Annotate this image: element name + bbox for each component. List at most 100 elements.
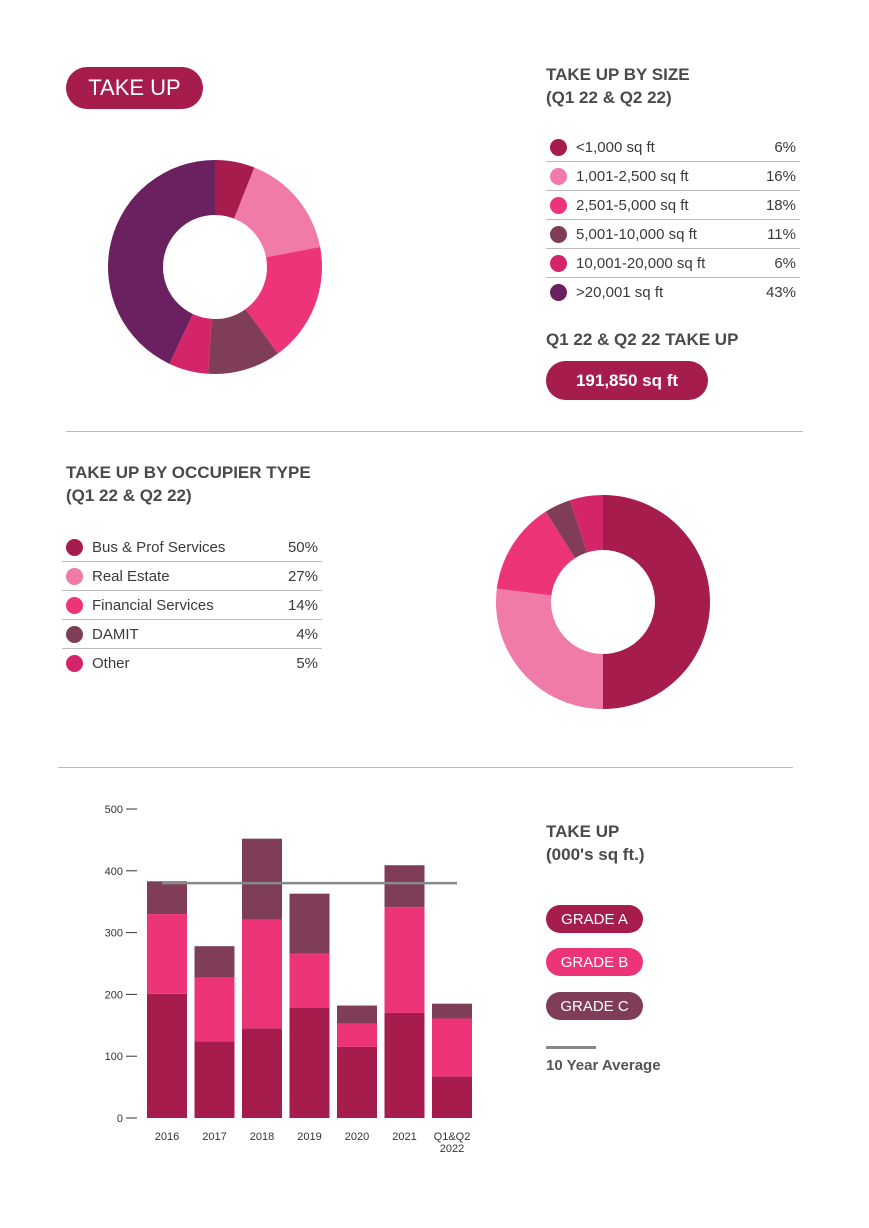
- legend-label: Financial Services: [92, 596, 214, 614]
- legend-value: 6%: [774, 254, 796, 272]
- bar-grade-a: [147, 993, 187, 1118]
- legend-row: Bus & Prof Services 50%: [62, 533, 322, 562]
- bar-grade-a: [289, 1007, 330, 1118]
- legend-grade-a: GRADE A: [546, 905, 643, 933]
- y-tick-label: 100: [105, 1051, 123, 1063]
- x-tick-label: 2017: [202, 1131, 226, 1143]
- bar-grade-b: [384, 907, 425, 1013]
- legend-label: <1,000 sq ft: [576, 138, 655, 156]
- x-tick-label: 2020: [345, 1131, 369, 1143]
- x-tick-label: 2019: [297, 1131, 321, 1143]
- legend-grade-c: GRADE C: [546, 992, 643, 1020]
- size-slice: [169, 314, 212, 374]
- bar-grade-c: [337, 1005, 377, 1024]
- size-total-value: 191,850 sq ft: [546, 361, 708, 400]
- legend-row: 5,001-10,000 sq ft 11%: [546, 220, 800, 249]
- bar-grade-b: [337, 1023, 377, 1047]
- occupier-donut: [496, 495, 710, 709]
- size-slice: [215, 160, 255, 219]
- bar-grade-a: [384, 1012, 425, 1118]
- legend-label: Real Estate: [92, 567, 170, 585]
- legend-value: 11%: [767, 225, 796, 243]
- size-slice: [107, 160, 215, 364]
- bar-grade-b: [289, 953, 330, 1008]
- legend-dot-icon: [66, 538, 83, 556]
- x-tick-label: 2018: [250, 1131, 274, 1143]
- occupier-slice: [569, 495, 603, 553]
- y-tick-label: 500: [105, 804, 123, 816]
- legend-average-label: 10 Year Average: [546, 1057, 661, 1074]
- occupier-slice: [603, 495, 710, 709]
- size-legend-table: <1,000 sq ft 6% 1,001-2,500 sq ft 16% 2,501-…: [546, 133, 800, 306]
- legend-row: DAMIT 4%: [62, 620, 322, 649]
- x-tick-label: 2021: [392, 1131, 416, 1143]
- x-tick-label: Q1&Q2 2022: [434, 1131, 471, 1155]
- legend-row: Other 5%: [62, 649, 322, 677]
- legend-dot-icon: [66, 654, 83, 672]
- legend-row: >20,001 sq ft 43%: [546, 278, 800, 306]
- legend-value: 6%: [774, 138, 796, 156]
- occupier-title: TAKE UP BY OCCUPIER TYPE (Q1 22 & Q2 22): [66, 461, 311, 507]
- size-slice: [245, 246, 322, 354]
- size-donut: [107, 160, 322, 374]
- y-tick-label: 200: [105, 989, 123, 1001]
- size-total-title: Q1 22 & Q2 22 TAKE UP: [546, 330, 739, 349]
- bar-grade-c: [384, 865, 425, 908]
- y-tick-label: 300: [105, 928, 123, 940]
- bar-grade-c: [194, 946, 235, 978]
- legend-dot-icon: [66, 596, 83, 614]
- legend-value: 14%: [287, 596, 318, 614]
- occupier-title-line2: (Q1 22 & Q2 22): [66, 486, 192, 505]
- bar-grade-a: [194, 1041, 235, 1118]
- bar-grade-b: [147, 914, 187, 994]
- occupier-slice: [545, 500, 587, 559]
- legend-dot-icon: [550, 138, 567, 156]
- legend-row: <1,000 sq ft 6%: [546, 133, 800, 162]
- legend-row: Real Estate 27%: [62, 562, 322, 591]
- size-title: TAKE UP BY SIZE (Q1 22 & Q2 22): [546, 63, 690, 109]
- take-up-bar-chart: 0 100 200 300 400 500 2016 2017 2018 2019 2020 2021…: [105, 804, 472, 1155]
- occupier-slice: [496, 588, 603, 709]
- occupier-title-line1: TAKE UP BY OCCUPIER TYPE: [66, 463, 311, 482]
- bar-chart-title-line1: TAKE UP: [546, 822, 620, 841]
- bar-grade-c: [242, 838, 282, 920]
- legend-value: 18%: [765, 196, 796, 214]
- legend-dot-icon: [550, 254, 567, 272]
- legend-value: 5%: [296, 654, 318, 672]
- bar-grade-a: [432, 1076, 472, 1118]
- legend-row: 2,501-5,000 sq ft 18%: [546, 191, 800, 220]
- legend-value: 43%: [765, 283, 796, 301]
- legend-label: 10,001-20,000 sq ft: [576, 254, 706, 272]
- legend-row: 10,001-20,000 sq ft 6%: [546, 249, 800, 278]
- size-slice: [234, 167, 321, 258]
- legend-dot-icon: [550, 196, 567, 214]
- size-title-line1: TAKE UP BY SIZE: [546, 65, 690, 84]
- legend-row: Financial Services 14%: [62, 591, 322, 620]
- legend-label: Other: [92, 654, 130, 672]
- x-tick-label: 2016: [155, 1131, 179, 1143]
- bar-grade-b: [432, 1018, 472, 1077]
- bar-grade-b: [194, 977, 235, 1042]
- legend-label: DAMIT: [92, 625, 139, 643]
- divider: [58, 767, 793, 768]
- bar-grade-c: [289, 893, 330, 954]
- legend-dot-icon: [550, 225, 567, 243]
- bar-chart-title-line2: (000's sq ft.): [546, 845, 645, 864]
- legend-value: 50%: [287, 538, 318, 556]
- legend-dot-icon: [550, 167, 567, 185]
- legend-label: Bus & Prof Services: [92, 538, 226, 556]
- legend-label: >20,001 sq ft: [576, 283, 664, 301]
- legend-label: 2,501-5,000 sq ft: [576, 196, 689, 214]
- y-tick-label: 400: [105, 866, 123, 878]
- y-tick-label: 0: [117, 1113, 123, 1125]
- bar-chart-title: TAKE UP (000's sq ft.): [546, 820, 645, 866]
- legend-grade-b: GRADE B: [546, 948, 643, 976]
- legend-dot-icon: [550, 283, 567, 301]
- size-title-line2: (Q1 22 & Q2 22): [546, 88, 672, 107]
- legend-row: 1,001-2,500 sq ft 16%: [546, 162, 800, 191]
- bar-grade-a: [337, 1046, 377, 1118]
- bar-grade-c: [147, 881, 187, 915]
- occupier-slice: [496, 511, 576, 596]
- legend-label: 5,001-10,000 sq ft: [576, 225, 697, 243]
